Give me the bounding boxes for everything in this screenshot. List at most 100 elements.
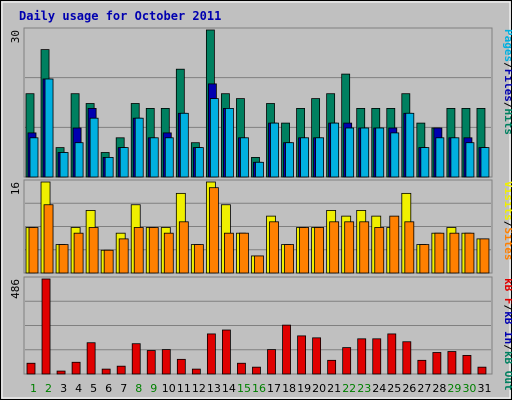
bar-kb-f-day-27 (417, 359, 427, 375)
bar-pages-day-24 (375, 127, 385, 178)
panel-1-y-max-label: 30 (9, 30, 22, 43)
bar-sites-day-8 (133, 227, 144, 274)
panel-3-legend: kB F/kB In/kB Out (502, 278, 512, 391)
day-label: 29 (447, 382, 461, 395)
legend-separator: / (502, 62, 512, 69)
bar-sites-day-1 (28, 227, 39, 274)
bar-sites-day-30 (464, 232, 475, 274)
bar-kb-f-day-9 (146, 350, 156, 375)
day-labels: 1 2 3 4 5 6 7 8 9 10 11 12 13 14 15 16 17 18 19 20 21 22 23 24 2… (30, 382, 491, 395)
bar-sites-day-26 (404, 221, 415, 274)
bar-sites-day-18 (284, 244, 294, 274)
bar-kb-f-day-14 (222, 329, 231, 375)
bar-pages-day-4 (74, 142, 84, 178)
bar-sites-day-29 (449, 232, 460, 274)
bar-sites-day-31 (479, 238, 490, 274)
bar-kb-f-day-10 (161, 349, 171, 375)
bar-kb-f-day-28 (432, 352, 442, 375)
legend-entry: Files (502, 69, 512, 102)
panel-3-y-max-label: 486 (9, 279, 22, 299)
bar-sites-day-14 (224, 232, 234, 274)
day-label: 7 (120, 382, 127, 395)
day-label: 21 (327, 382, 341, 395)
bar-kb-f-day-1 (26, 362, 36, 375)
bar-sites-day-2 (43, 204, 54, 274)
legend-separator: / (502, 102, 512, 109)
bar-sites-day-6 (103, 249, 114, 274)
panel-2-legend: Visits/Sites (502, 181, 512, 261)
legend-entry: Pages (502, 29, 512, 62)
panel-2-y-max-label: 16 (9, 182, 22, 195)
bar-pages-day-26 (405, 112, 415, 178)
bar-sites-day-21 (329, 221, 340, 274)
bar-kb-f-day-26 (402, 341, 412, 375)
bar-pages-day-21 (330, 122, 340, 178)
bar-kb-f-day-31 (477, 366, 487, 375)
bar-kb-f-day-3 (56, 370, 66, 375)
bar-pages-day-2 (44, 78, 54, 178)
bar-pages-day-20 (315, 137, 325, 178)
bar-pages-day-8 (134, 117, 144, 178)
bar-sites-day-27 (419, 244, 430, 274)
legend-entry: Visits (502, 181, 512, 221)
bar-sites-day-20 (314, 227, 325, 274)
bar-pages-day-19 (300, 137, 309, 178)
bar-sites-day-15 (239, 232, 249, 274)
day-label: 8 (135, 382, 142, 395)
day-label: 13 (207, 382, 221, 395)
day-label: 28 (432, 382, 446, 395)
chart-title: Daily usage for October 2011 (19, 9, 221, 23)
day-label: 15 (237, 382, 251, 395)
legend-entry: kB Out (502, 351, 512, 391)
bar-pages-day-11 (179, 112, 189, 178)
bar-pages-day-25 (390, 132, 400, 178)
bar-pages-day-3 (59, 152, 69, 178)
bar-kb-f-day-29 (447, 351, 457, 375)
bar-kb-f-day-12 (191, 368, 201, 375)
day-label: 22 (342, 382, 356, 395)
legend-separator: / (502, 305, 512, 312)
day-label: 25 (387, 382, 401, 395)
bar-kb-f-day-20 (312, 337, 322, 375)
day-label: 1 (30, 382, 37, 395)
bar-sites-day-24 (374, 227, 385, 274)
bar-pages-day-10 (164, 137, 174, 178)
day-label: 26 (402, 382, 416, 395)
bar-pages-day-17 (270, 122, 279, 178)
bar-kb-f-day-11 (176, 358, 186, 375)
day-label: 20 (312, 382, 326, 395)
bar-sites-day-5 (88, 227, 99, 274)
bar-pages-day-13 (209, 98, 219, 178)
bar-sites-day-7 (118, 238, 129, 274)
bar-pages-day-6 (104, 156, 114, 178)
day-label: 9 (150, 382, 157, 395)
day-label: 12 (192, 382, 206, 395)
bar-pages-day-28 (435, 137, 445, 178)
day-label: 10 (162, 382, 176, 395)
bar-pages-day-29 (450, 137, 460, 178)
bar-sites-day-10 (163, 232, 174, 274)
bar-sites-day-23 (359, 221, 370, 274)
bar-pages-day-12 (194, 147, 204, 178)
bar-kb-f-day-4 (71, 361, 81, 375)
bar-sites-day-25 (389, 215, 400, 274)
bar-pages-day-1 (29, 137, 39, 178)
day-label: 31 (477, 382, 491, 395)
day-label: 30 (462, 382, 476, 395)
bar-sites-day-17 (269, 221, 279, 274)
bar-sites-day-3 (58, 244, 69, 274)
bar-kb-f-day-7 (116, 365, 126, 375)
bar-sites-day-22 (344, 221, 355, 274)
bar-kb-f-day-24 (372, 338, 382, 375)
bar-pages-day-18 (285, 142, 294, 178)
day-label: 16 (252, 382, 266, 395)
bar-sites-day-12 (193, 244, 204, 274)
bar-pages-day-27 (420, 147, 430, 178)
panel-2: 16 Visits/Sites (9, 179, 512, 274)
day-label: 2 (45, 382, 52, 395)
